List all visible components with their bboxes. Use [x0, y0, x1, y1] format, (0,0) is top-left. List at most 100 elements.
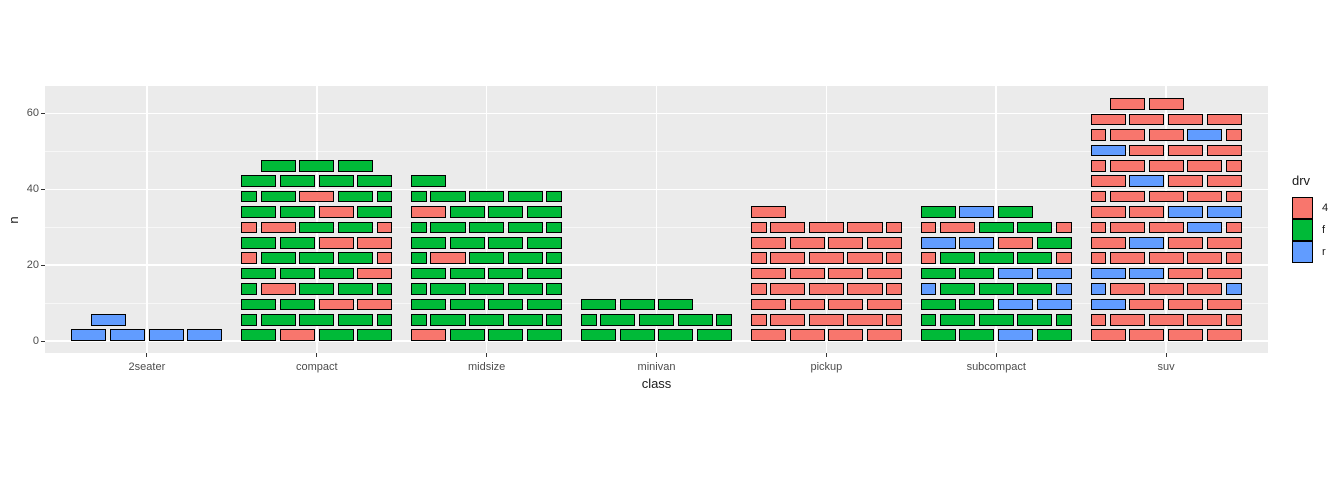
brick-subcompact-f: [940, 252, 976, 265]
brick-pickup-4: [828, 298, 864, 311]
brick-midsize-4: [411, 329, 447, 342]
brick-subcompact-f: [1017, 283, 1053, 295]
brick-pickup-4: [770, 252, 806, 265]
brick-pickup-4: [789, 298, 825, 311]
plot-panel: [45, 86, 1268, 353]
brick-suv-4: [1187, 313, 1223, 326]
brick-compact-f: [260, 159, 296, 172]
brick-2seater-r: [187, 329, 223, 342]
brick-subcompact-r: [998, 298, 1034, 311]
brick-subcompact-f: [920, 298, 956, 311]
brick-compact-f: [337, 159, 373, 172]
brick-suv-4: [1109, 129, 1145, 141]
brick-pickup-4: [866, 236, 902, 249]
brick-subcompact-f: [998, 206, 1034, 218]
y-tick-label: 40: [26, 183, 39, 196]
brick-pickup-4: [847, 252, 883, 265]
x-tick-label: minivan: [637, 361, 676, 373]
brick-pickup-4: [808, 283, 844, 295]
brick-minivan-f: [638, 313, 675, 326]
brick-suv-4: [1225, 159, 1242, 172]
brick-2seater-r: [148, 329, 184, 342]
brick-midsize-f: [469, 252, 505, 265]
brick-suv-4: [1109, 98, 1145, 111]
brick-subcompact-f: [978, 252, 1014, 265]
brick-suv-4: [1167, 113, 1203, 126]
x-tick-label: suv: [1157, 361, 1175, 373]
brick-compact-4: [279, 329, 315, 342]
brick-subcompact-r: [998, 267, 1034, 280]
brick-midsize-f: [507, 190, 543, 203]
x-tick-mark: [656, 353, 657, 357]
legend-title: drv: [1292, 173, 1311, 188]
brick-compact-f: [260, 252, 296, 265]
brick-midsize-f: [411, 267, 447, 280]
x-tick-mark: [146, 353, 148, 357]
brick-suv-4: [1090, 159, 1107, 172]
x-tick-mark: [995, 353, 997, 357]
brick-compact-4: [260, 283, 296, 295]
brick-pickup-4: [750, 283, 767, 295]
x-tick-label: subcompact: [966, 361, 1026, 373]
brick-suv-4: [1167, 175, 1203, 188]
brick-midsize-f: [469, 221, 505, 234]
brick-compact-4: [318, 236, 354, 249]
brick-suv-4: [1148, 98, 1184, 111]
brick-subcompact-f: [1036, 236, 1072, 249]
brick-midsize-f: [527, 298, 563, 311]
brick-compact-4: [357, 267, 393, 280]
brick-pickup-4: [750, 267, 786, 280]
gridline-major-x: [316, 86, 318, 353]
brick-compact-f: [376, 313, 393, 326]
brick-subcompact-f: [959, 267, 995, 280]
brick-suv-r: [1129, 175, 1165, 188]
brick-minivan-f: [658, 329, 694, 342]
x-tick-mark: [825, 353, 827, 357]
brick-compact-f: [318, 329, 354, 342]
brick-compact-f: [299, 252, 335, 265]
brick-midsize-f: [507, 313, 543, 326]
brick-suv-4: [1109, 283, 1145, 295]
gridline-major-x: [485, 86, 488, 353]
brick-suv-4: [1129, 113, 1165, 126]
brick-suv-4: [1148, 159, 1184, 172]
brick-midsize-f: [488, 267, 524, 280]
brick-pickup-4: [770, 313, 806, 326]
brick-midsize-f: [527, 329, 563, 342]
brick-minivan-f: [581, 298, 617, 311]
brick-minivan-f: [658, 298, 694, 311]
brick-pickup-4: [828, 236, 864, 249]
brick-suv-4: [1206, 329, 1242, 342]
brick-subcompact-f: [920, 313, 937, 326]
brick-pickup-4: [789, 236, 825, 249]
brick-midsize-f: [546, 283, 563, 295]
gridline-major-x: [146, 86, 148, 353]
brick-compact-f: [337, 313, 373, 326]
brick-suv-4: [1206, 267, 1242, 280]
brick-subcompact-f: [1017, 221, 1053, 234]
brick-midsize-f: [469, 313, 505, 326]
brick-suv-4: [1187, 159, 1223, 172]
brick-minivan-f: [619, 329, 655, 342]
gridline-major-x: [655, 86, 658, 353]
brick-compact-f: [337, 221, 373, 234]
x-tick-mark: [316, 353, 318, 357]
brick-subcompact-f: [978, 221, 1014, 234]
brick-suv-4: [1129, 329, 1165, 342]
brick-2seater-r: [90, 313, 126, 326]
brick-compact-f: [337, 190, 373, 203]
brick-pickup-4: [808, 252, 844, 265]
y-tick-mark: [41, 112, 45, 114]
brick-compact-f: [318, 267, 354, 280]
brick-suv-r: [1206, 206, 1242, 218]
brick-pickup-4: [808, 221, 844, 234]
brick-compact-f: [241, 175, 277, 188]
brick-subcompact-f: [959, 329, 995, 342]
brick-midsize-f: [527, 206, 563, 218]
brick-pickup-4: [886, 283, 902, 295]
brick-compact-f: [241, 190, 257, 203]
brick-compact-f: [357, 206, 393, 218]
brick-midsize-f: [507, 221, 543, 234]
brick-midsize-f: [411, 221, 427, 234]
brick-suv-r: [1090, 267, 1126, 280]
